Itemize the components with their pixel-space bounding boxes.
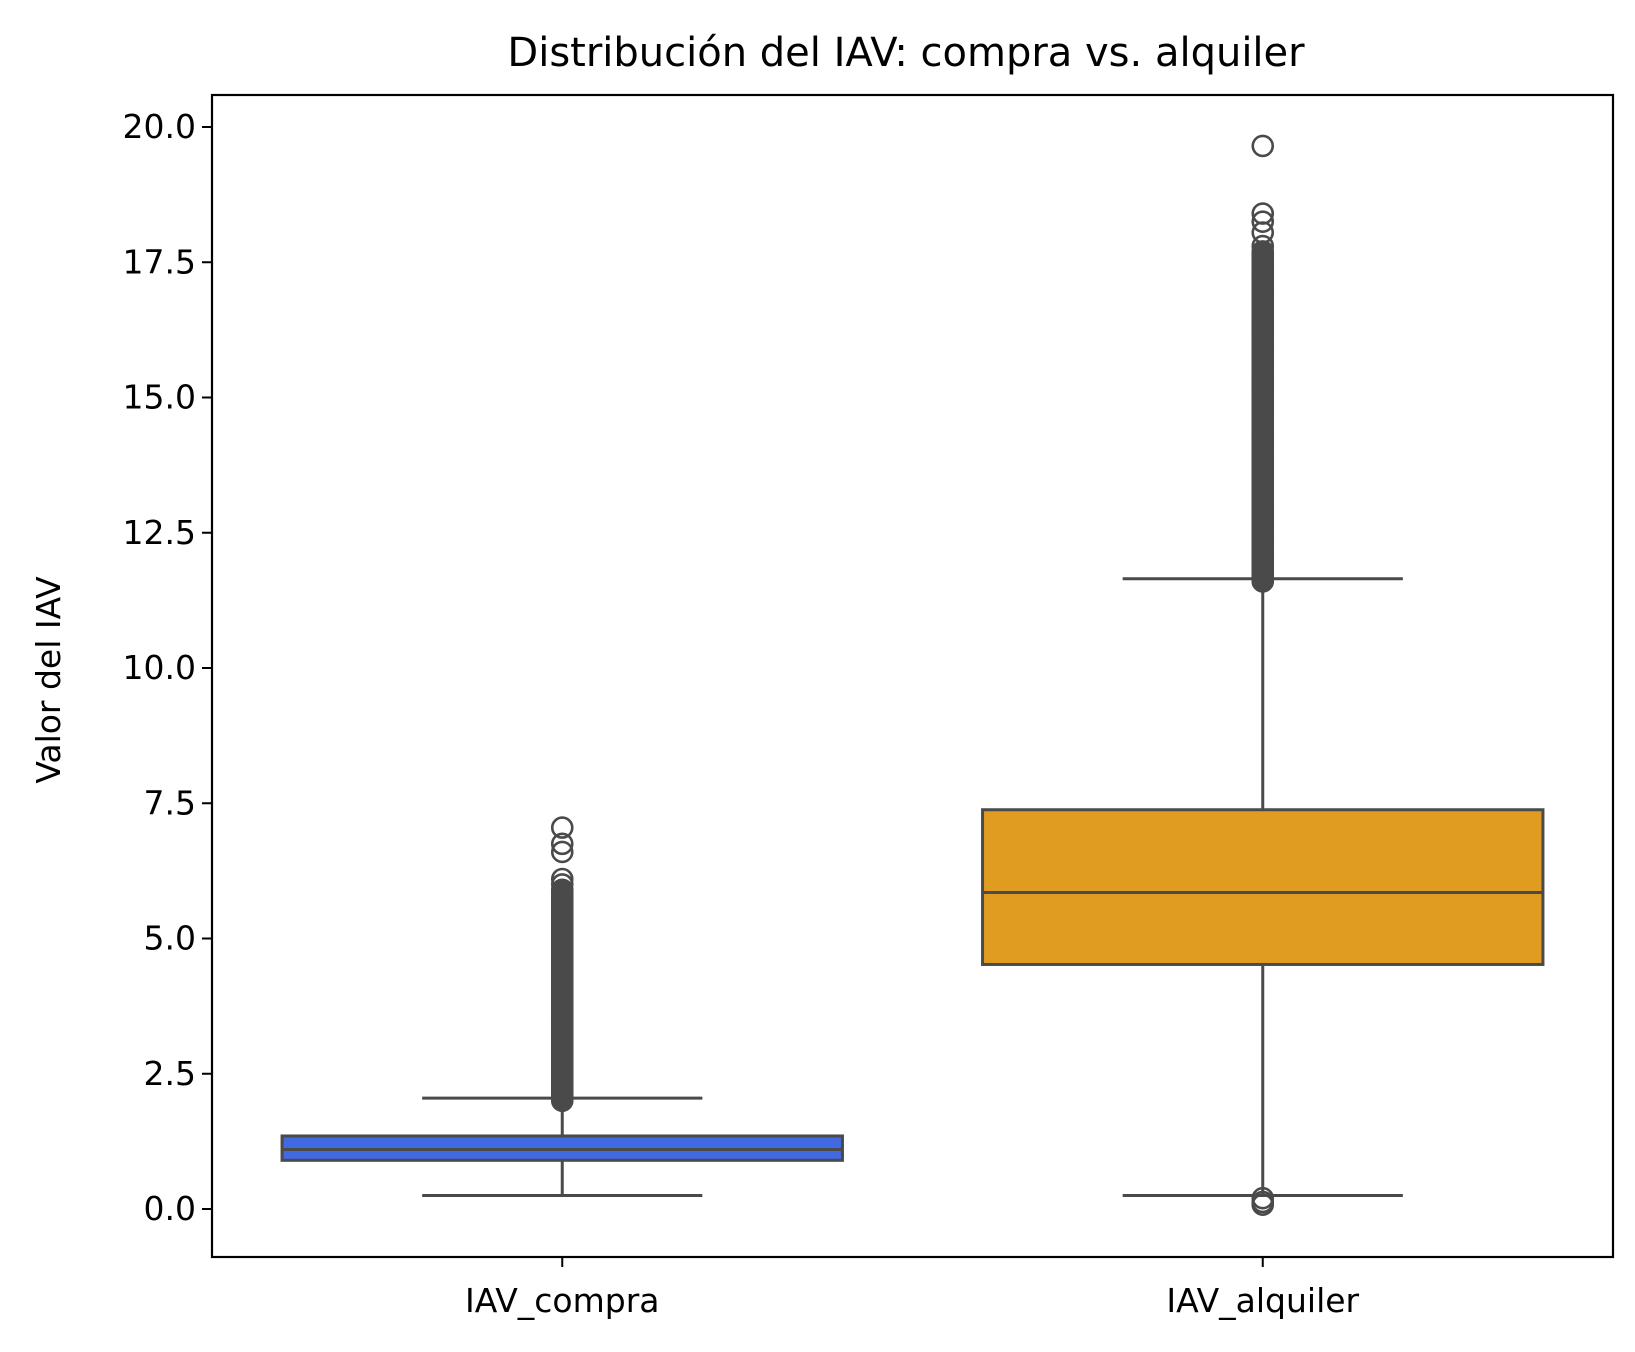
outlier-point xyxy=(1251,202,1275,225)
outlier-point xyxy=(1251,134,1275,158)
y-tick-label: 7.5 xyxy=(144,783,196,822)
chart-title: Distribución del IAV: compra vs. alquile… xyxy=(507,30,1305,76)
outlier-point xyxy=(1251,210,1275,233)
y-tick-label: 0.0 xyxy=(144,1189,196,1228)
outlier-point xyxy=(550,867,574,891)
x-tick-label: IAV_compra xyxy=(465,1281,660,1320)
y-tick-label: 5.0 xyxy=(144,919,196,958)
box-group-IAV_alquiler xyxy=(981,134,1545,1216)
outlier-point xyxy=(1251,234,1275,258)
outlier-point xyxy=(550,840,574,864)
outlier-point xyxy=(550,816,574,839)
y-tick-label: 20.0 xyxy=(123,107,196,146)
y-tick-label: 12.5 xyxy=(123,513,196,552)
y-tick-label: 15.0 xyxy=(123,378,196,417)
outlier-point xyxy=(550,878,574,902)
box-group-IAV_compra xyxy=(280,816,844,1197)
outlier-point xyxy=(550,873,574,896)
y-tick-label: 10.0 xyxy=(123,648,196,687)
plot-area xyxy=(280,134,1545,1216)
plot-frame xyxy=(210,93,1615,1259)
y-axis-label: Valor del IAV xyxy=(29,576,68,784)
outlier-point xyxy=(1251,1186,1275,1210)
x-tick-label: IAV_alquiler xyxy=(1166,1281,1359,1320)
outlier-point xyxy=(550,832,574,856)
iqr-box xyxy=(981,808,1545,966)
y-tick-label: 2.5 xyxy=(144,1054,196,1093)
y-tick-label: 17.5 xyxy=(123,242,196,281)
